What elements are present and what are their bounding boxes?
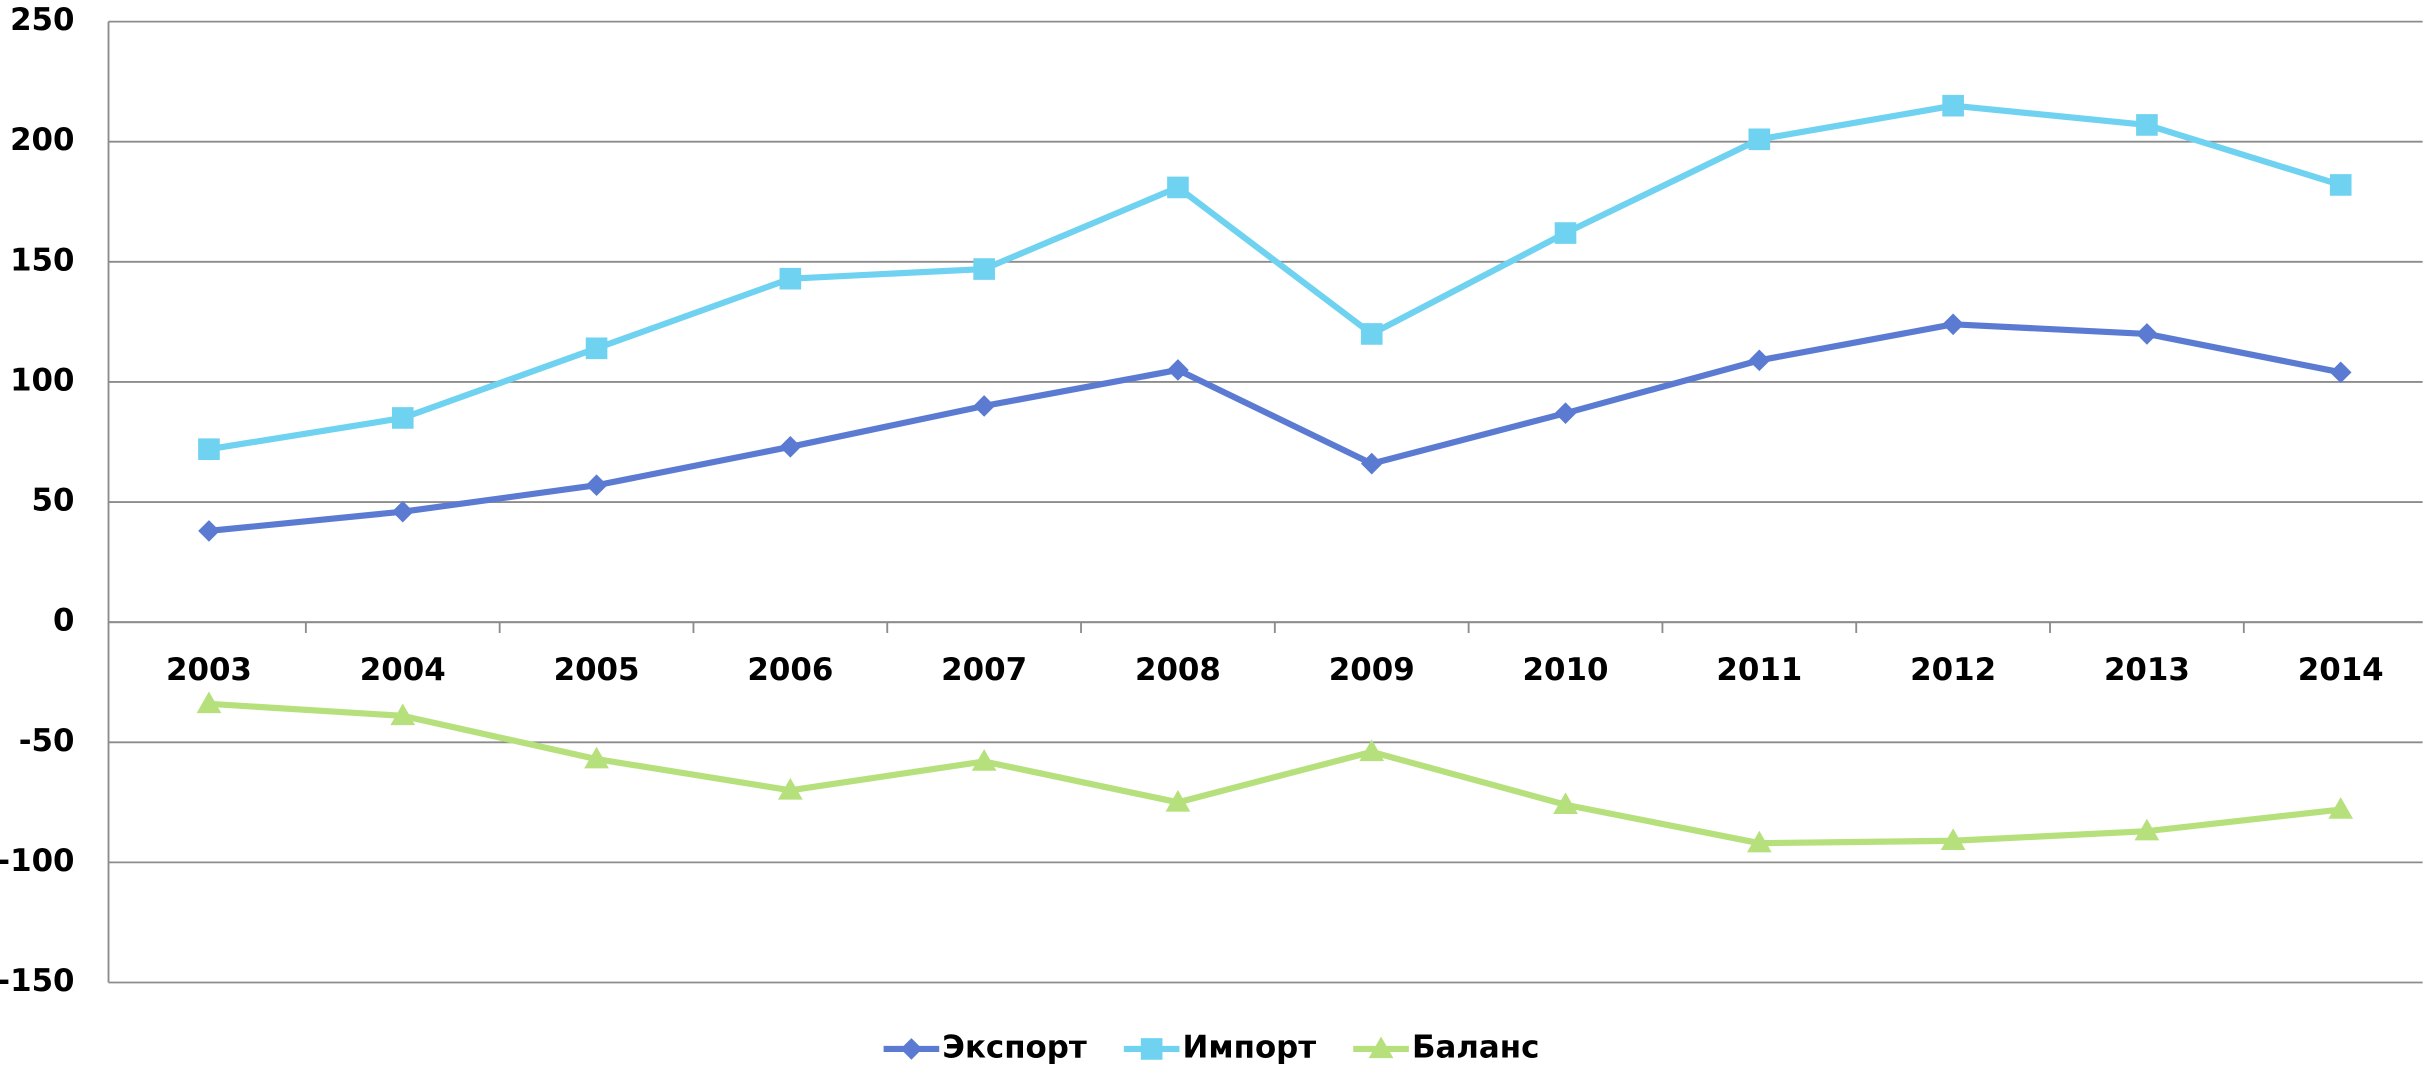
- y-tick-label: 0: [53, 603, 74, 639]
- marker: [2136, 114, 2158, 136]
- marker: [2134, 818, 2160, 841]
- legend-label: Экспорт: [942, 1029, 1087, 1065]
- marker: [973, 258, 995, 280]
- marker: [198, 438, 220, 461]
- x-tick-label: 2004: [360, 652, 446, 688]
- marker: [1746, 830, 1772, 853]
- marker: [2136, 323, 2158, 345]
- series-line: [208, 321, 2342, 534]
- marker: [2329, 361, 2352, 384]
- marker: [1167, 359, 1189, 381]
- marker: [1165, 789, 1191, 812]
- marker: [1140, 1038, 1163, 1060]
- legend-label: Импорт: [1183, 1029, 1317, 1065]
- marker: [779, 435, 802, 458]
- x-tick-label: 2006: [747, 652, 833, 688]
- x-tick-label: 2007: [941, 652, 1027, 688]
- y-tick-label: 50: [32, 483, 75, 519]
- legend-item: Импорт: [1123, 1029, 1317, 1065]
- x-tick-label: 2009: [1329, 652, 1415, 688]
- marker: [585, 474, 608, 497]
- y-tick-label: 150: [10, 242, 74, 278]
- marker: [1368, 1036, 1394, 1059]
- x-tick-label: 2008: [1135, 652, 1221, 688]
- marker: [1942, 313, 1964, 336]
- marker: [1940, 828, 1966, 851]
- marker: [1360, 452, 1383, 475]
- legend-item: Экспорт: [883, 1029, 1087, 1065]
- marker: [1553, 792, 1578, 815]
- y-tick-label: -100: [0, 843, 75, 879]
- marker: [1554, 402, 1577, 424]
- marker: [971, 749, 997, 771]
- x-tick-label: 2013: [2104, 652, 2190, 688]
- marker: [584, 746, 609, 769]
- x-tick-label: 2003: [166, 652, 252, 688]
- x-tick-label: 2010: [1523, 652, 1609, 688]
- legend-label: Баланс: [1412, 1029, 1539, 1065]
- y-tick-label: -150: [0, 963, 75, 999]
- x-tick-label: 2011: [1716, 652, 1802, 688]
- legend: Экспорт Импорт Баланс: [883, 1029, 1539, 1065]
- marker: [391, 407, 414, 429]
- marker: [1359, 739, 1385, 762]
- marker: [198, 520, 220, 542]
- marker: [900, 1038, 923, 1060]
- series-line: [208, 102, 2342, 453]
- marker: [1942, 94, 1964, 117]
- marker: [391, 500, 414, 523]
- y-tick-label: -50: [19, 723, 75, 759]
- marker: [2329, 174, 2352, 196]
- marker: [1554, 222, 1577, 244]
- marker: [1360, 323, 1383, 345]
- x-tick-label: 2005: [554, 652, 640, 688]
- marker: [196, 691, 222, 714]
- marker: [1748, 349, 1771, 372]
- marker: [390, 703, 416, 726]
- x-tick-label: 2012: [1910, 652, 1996, 688]
- y-tick-label: 200: [10, 122, 74, 158]
- y-tick-label: 100: [10, 362, 74, 398]
- x-tick-label: 2014: [2298, 652, 2384, 688]
- y-tick-label: 250: [10, 2, 74, 38]
- marker: [973, 395, 995, 417]
- series-line: [208, 700, 2342, 847]
- marker: [1748, 128, 1771, 151]
- marker: [2328, 797, 2354, 819]
- legend-item: Баланс: [1353, 1029, 1539, 1065]
- marker: [1167, 176, 1189, 199]
- marker: [777, 777, 803, 800]
- marker: [585, 337, 608, 360]
- marker: [779, 267, 802, 290]
